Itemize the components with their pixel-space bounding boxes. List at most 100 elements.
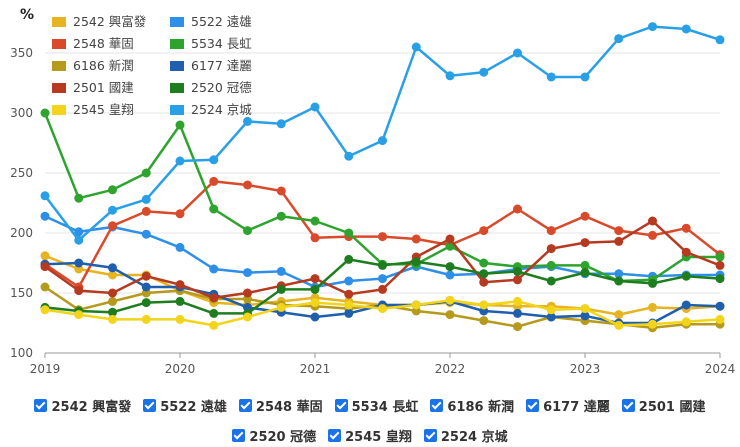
data-point[interactable] [141, 314, 151, 324]
data-point[interactable] [411, 234, 421, 244]
checkbox-checked-icon[interactable] [423, 429, 437, 442]
data-point[interactable] [40, 108, 50, 118]
data-point[interactable] [40, 305, 50, 315]
data-point[interactable] [445, 270, 455, 280]
data-point[interactable] [243, 288, 252, 298]
data-point[interactable] [108, 221, 117, 231]
data-point[interactable] [310, 312, 320, 322]
checkbox-checked-icon[interactable] [621, 399, 635, 412]
data-point[interactable] [344, 300, 354, 310]
checkbox-checked-icon[interactable] [334, 399, 348, 412]
data-point[interactable] [378, 136, 387, 146]
data-point[interactable] [108, 263, 117, 273]
checkbox-checked-icon[interactable] [232, 429, 246, 442]
data-point[interactable] [108, 307, 117, 317]
data-point[interactable] [411, 257, 421, 267]
legend-toggle-7[interactable]: 2520 冠德 [232, 426, 316, 445]
data-point[interactable] [681, 247, 691, 257]
data-point[interactable] [546, 72, 556, 82]
data-point[interactable] [546, 226, 556, 236]
checkbox-checked-icon[interactable] [328, 429, 342, 442]
data-point[interactable] [648, 319, 657, 329]
data-point[interactable] [411, 300, 421, 310]
data-point[interactable] [108, 296, 117, 306]
data-point[interactable] [108, 314, 117, 324]
data-point[interactable] [513, 48, 522, 58]
data-point[interactable] [445, 241, 455, 251]
data-point[interactable] [614, 34, 624, 44]
data-point[interactable] [276, 266, 286, 276]
data-point[interactable] [715, 260, 725, 270]
data-point[interactable] [108, 288, 117, 298]
data-point[interactable] [580, 238, 590, 248]
data-point[interactable] [108, 270, 117, 280]
data-point[interactable] [108, 185, 117, 195]
data-point[interactable] [681, 317, 691, 327]
data-point[interactable] [344, 276, 354, 286]
data-point[interactable] [141, 298, 151, 308]
data-point[interactable] [40, 262, 50, 272]
data-point[interactable] [546, 244, 556, 254]
data-point[interactable] [648, 216, 657, 226]
data-point[interactable] [445, 71, 455, 81]
data-point[interactable] [175, 280, 185, 290]
data-point[interactable] [580, 72, 590, 82]
data-point[interactable] [715, 301, 725, 311]
data-point[interactable] [614, 276, 624, 286]
data-point[interactable] [513, 308, 522, 318]
data-point[interactable] [681, 223, 691, 233]
data-point[interactable] [243, 116, 252, 126]
data-point[interactable] [614, 236, 624, 246]
data-point[interactable] [344, 151, 354, 161]
data-point[interactable] [513, 296, 522, 306]
data-point[interactable] [513, 322, 522, 332]
data-point[interactable] [580, 311, 590, 321]
data-point[interactable] [344, 289, 354, 299]
data-point[interactable] [648, 302, 657, 312]
data-point[interactable] [310, 216, 320, 226]
data-point[interactable] [580, 211, 590, 221]
data-point[interactable] [513, 266, 522, 276]
data-point[interactable] [546, 260, 556, 270]
data-point[interactable] [243, 268, 252, 278]
data-point[interactable] [175, 314, 185, 324]
data-point[interactable] [580, 268, 590, 278]
checkbox-checked-icon[interactable] [34, 399, 48, 412]
data-point[interactable] [209, 320, 219, 330]
data-point[interactable] [614, 310, 624, 320]
data-point[interactable] [580, 260, 590, 270]
data-point[interactable] [479, 300, 489, 310]
data-point[interactable] [276, 284, 286, 294]
data-point[interactable] [74, 193, 84, 203]
data-point[interactable] [445, 295, 455, 305]
data-point[interactable] [344, 254, 354, 264]
data-point[interactable] [378, 260, 387, 270]
data-point[interactable] [648, 278, 657, 288]
data-point[interactable] [175, 296, 185, 306]
data-point[interactable] [40, 282, 50, 292]
data-point[interactable] [276, 302, 286, 312]
checkbox-checked-icon[interactable] [526, 399, 540, 412]
data-point[interactable] [378, 232, 387, 242]
data-point[interactable] [310, 233, 320, 243]
legend-toggle-2[interactable]: 2548 華固 [238, 396, 323, 415]
data-point[interactable] [715, 274, 725, 284]
data-point[interactable] [209, 264, 219, 274]
data-point[interactable] [74, 235, 84, 245]
data-point[interactable] [378, 284, 387, 294]
data-point[interactable] [209, 176, 219, 186]
data-point[interactable] [74, 310, 84, 320]
data-point[interactable] [175, 156, 185, 166]
data-point[interactable] [209, 293, 219, 303]
data-point[interactable] [141, 194, 151, 204]
data-point[interactable] [74, 227, 84, 237]
data-point[interactable] [445, 234, 455, 244]
data-point[interactable] [513, 204, 522, 214]
data-point[interactable] [546, 305, 556, 315]
data-point[interactable] [648, 22, 657, 32]
checkbox-checked-icon[interactable] [238, 399, 252, 412]
data-point[interactable] [276, 186, 286, 196]
data-point[interactable] [614, 226, 624, 236]
data-point[interactable] [310, 284, 320, 294]
data-point[interactable] [513, 275, 522, 285]
